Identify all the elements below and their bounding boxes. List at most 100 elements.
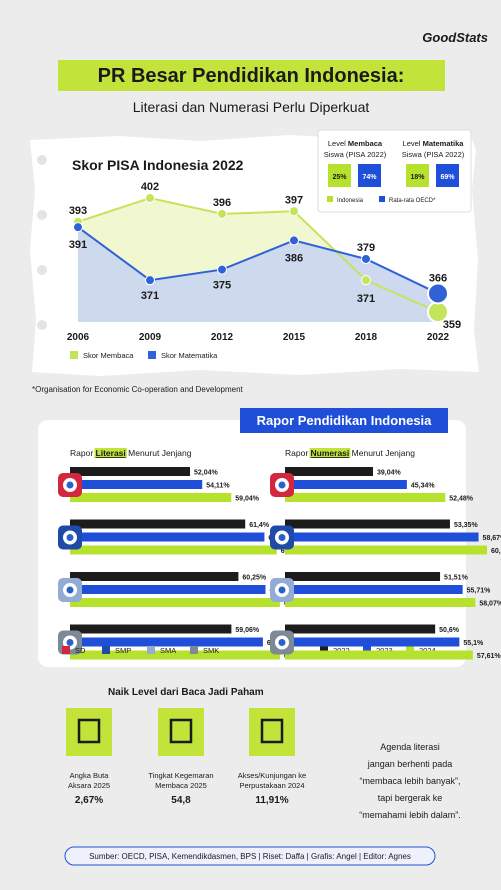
- point: [361, 275, 371, 286]
- bar: [70, 480, 203, 489]
- level-value-indonesia: 18%: [410, 174, 425, 181]
- level-title: Level Membaca: [328, 139, 383, 148]
- data-label: 371: [357, 293, 375, 305]
- level-title-highlight: Matematika: [423, 139, 465, 148]
- item-value: 11,91%: [255, 795, 288, 806]
- level-box-indonesia: [328, 164, 351, 187]
- item-label: Akses/Kunjungan ke: [238, 771, 306, 780]
- bar-value-label: 51,51%: [444, 575, 469, 582]
- bar-value-label: 52,04%: [194, 470, 219, 477]
- level-icon-logo-inner: [66, 639, 74, 646]
- year-legend-swatch: [406, 646, 414, 654]
- point: [427, 282, 449, 305]
- footnote: *Organisation for Economic Co-operation …: [32, 385, 244, 394]
- bar-value-label: 39,04%: [377, 470, 402, 477]
- section-icon: [169, 718, 193, 744]
- level-icon-logo-inner: [66, 481, 74, 489]
- bar: [70, 624, 232, 634]
- bar: [285, 545, 487, 555]
- section-icon-bg: [66, 708, 112, 756]
- bar-value-label: 59,06%: [235, 627, 260, 634]
- title-highlight-bg: [309, 448, 351, 458]
- x-tick-label: 2018: [355, 332, 378, 343]
- bar: [70, 598, 280, 607]
- x-tick-label: 2009: [139, 332, 162, 343]
- bar: [70, 532, 265, 542]
- item-label: Perpustakaan 2024: [239, 781, 304, 790]
- x-tick-label: 2015: [283, 332, 306, 343]
- level-box-indonesia: [406, 164, 429, 187]
- category-legend-label: SD: [75, 646, 86, 655]
- bar-value-label: 45,34%: [411, 483, 436, 490]
- point: [217, 264, 227, 275]
- bar: [285, 480, 407, 489]
- level-title-suffix: Siswa (PISA 2022): [402, 150, 465, 159]
- level-icon-logo-inner: [278, 586, 286, 594]
- point: [289, 206, 299, 217]
- bar: [70, 585, 266, 594]
- bar: [285, 532, 479, 542]
- bar-value-label: 58,07%: [479, 601, 501, 608]
- bar-value-label: 57,61%: [477, 653, 501, 660]
- level-icon-logo-inner: [278, 481, 286, 489]
- item-value: 2,67%: [75, 795, 103, 806]
- level-value-indonesia: 25%: [332, 174, 347, 181]
- bar: [285, 637, 460, 647]
- title-banner: [58, 60, 445, 91]
- bar: [70, 545, 277, 555]
- brand: GoodStats: [422, 30, 488, 45]
- level-title-highlight: Membaca: [348, 139, 383, 148]
- title-suffix: Menurut Jenjang: [128, 448, 192, 458]
- bar: [285, 519, 450, 529]
- bar-value-label: 61,4%: [249, 522, 270, 529]
- bar: [70, 493, 232, 502]
- panel-title-banner: [240, 408, 448, 433]
- point: [145, 193, 155, 203]
- title-suffix: Menurut Jenjang: [352, 448, 416, 458]
- item-label: Aksara 2025: [68, 781, 110, 790]
- title-prefix: Rapor: [285, 448, 308, 458]
- section-icon: [77, 718, 101, 744]
- data-label: 359: [443, 319, 461, 331]
- level-box-oecd: [358, 164, 381, 187]
- level-icon-logo-inner: [66, 586, 74, 594]
- bar: [70, 637, 263, 647]
- quote-line: tapi bergerak ke: [378, 793, 443, 803]
- bar-value-label: 54,11%: [206, 483, 230, 490]
- bar-value-label: 55,1%: [463, 640, 484, 647]
- legend-swatch: [70, 351, 78, 359]
- data-label: 379: [357, 242, 375, 254]
- pisa-levels: Level Membaca Siswa (PISA 2022) 25% 74% Leve…: [324, 139, 465, 204]
- bar: [285, 467, 373, 476]
- level-legend-label: Rata-rata OECD*: [389, 198, 436, 204]
- category-legend-label: SMA: [160, 646, 176, 655]
- level-icon-logo-inner: [278, 534, 286, 541]
- legend-label: Skor Matematika: [161, 351, 218, 360]
- level-icon-logo-inner: [278, 639, 286, 646]
- data-label: 396: [213, 197, 231, 209]
- legend-label: Skor Membaca: [83, 351, 134, 360]
- item-label: Membaca 2025: [155, 781, 207, 790]
- bar-value-label: 50,6%: [439, 627, 460, 634]
- level-box-oecd: [436, 164, 459, 187]
- category-legend-swatch: [147, 646, 155, 654]
- item-value: 54,8: [171, 795, 191, 806]
- x-tick-label: 2022: [427, 332, 450, 343]
- bar-chart-title: Rapor Literasi Menurut Jenjang: [70, 448, 192, 458]
- category-legend-swatch: [102, 646, 110, 654]
- line-chart-title: Skor PISA Indonesia 2022: [72, 157, 244, 173]
- bar: [285, 650, 473, 660]
- legend-swatch: [148, 351, 156, 359]
- line-chart: 2006 2009 2012 2015 2018 2022 393 402 396 397 371 3…: [67, 181, 461, 360]
- point: [73, 222, 83, 233]
- title-highlight-bg: [94, 448, 127, 458]
- level-legend-label: Indonesia: [337, 198, 364, 204]
- bar: [285, 598, 476, 607]
- data-label: 393: [69, 205, 87, 217]
- subtitle: Literasi dan Numerasi Perlu Diperkuat: [133, 99, 370, 115]
- x-tick-label: 2012: [211, 332, 234, 343]
- title-highlight: Numerasi: [311, 448, 350, 458]
- item-label: Angka Buta: [70, 771, 110, 780]
- level-icon-logo-inner: [66, 534, 74, 541]
- data-label: 371: [141, 290, 159, 302]
